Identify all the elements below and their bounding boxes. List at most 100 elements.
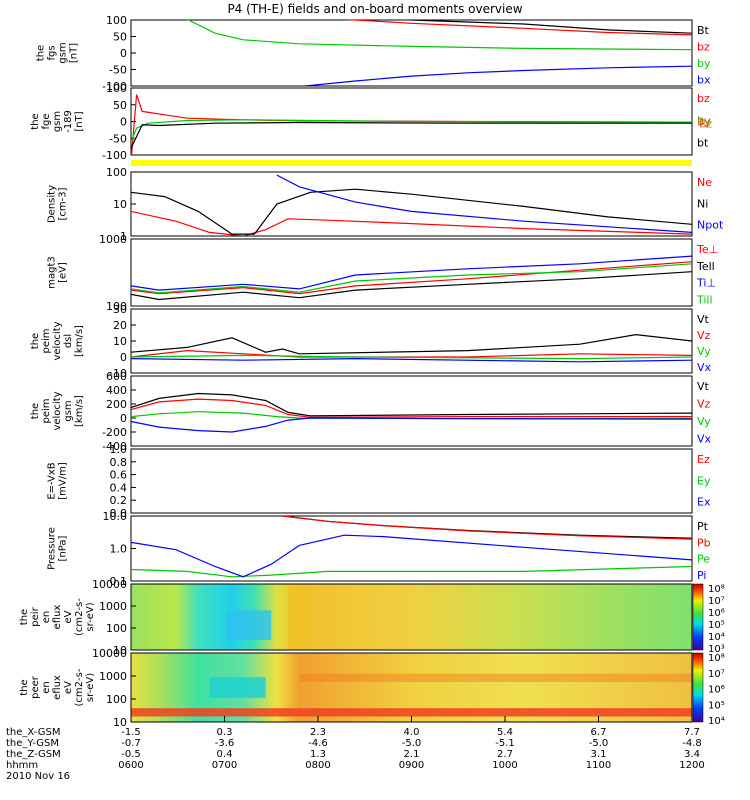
panel-frame bbox=[130, 375, 693, 447]
panel-frame bbox=[130, 448, 693, 514]
legend-label: Pi bbox=[697, 569, 706, 582]
x-tick-label-y: -5.0 bbox=[402, 738, 422, 749]
colorbar-tick-label: 10⁴ bbox=[708, 716, 725, 727]
colorbar bbox=[692, 583, 704, 651]
series-line-npot bbox=[276, 174, 692, 233]
y-tick-label: 100 bbox=[106, 300, 127, 313]
y-axis-label: en bbox=[41, 681, 52, 694]
y-axis-label: (cm2-s- bbox=[74, 668, 85, 706]
y-tick-label: -100 bbox=[102, 149, 127, 162]
series-line-ti bbox=[131, 255, 692, 291]
y-tick-label: -200 bbox=[102, 426, 127, 439]
series-line-ne bbox=[131, 210, 692, 236]
legend-label: Vy bbox=[697, 415, 711, 428]
legend-label: Te⊥ bbox=[696, 243, 718, 256]
y-tick-label: 10.0 bbox=[103, 510, 128, 523]
y-axis-label: en bbox=[41, 611, 52, 624]
y-tick-label: 1000 bbox=[99, 233, 127, 246]
x-tick-label-time: 0600 bbox=[118, 760, 143, 771]
y-tick-label: 10 bbox=[113, 644, 127, 657]
colorbar-tick-label: 10⁵ bbox=[708, 700, 725, 711]
y-axis-label: the bbox=[19, 609, 30, 625]
legend-label: Ex bbox=[697, 496, 711, 509]
series-line-tell bbox=[131, 271, 692, 301]
y-axis-label: the bbox=[30, 333, 41, 349]
y-tick-label: 1000 bbox=[99, 670, 127, 683]
legend-label: Till bbox=[696, 293, 713, 306]
x-tick-label-time: 0700 bbox=[212, 760, 237, 771]
spectrogram-fill bbox=[131, 584, 692, 650]
colorbar-tick-label: 10³ bbox=[708, 644, 725, 655]
series-line-by bbox=[131, 119, 692, 142]
x-tick-label-x: 0.3 bbox=[217, 727, 233, 738]
x-tick-label-x: -1.5 bbox=[121, 727, 141, 738]
y-axis-label: Pressure bbox=[47, 527, 58, 570]
colorbar-tick-label: 10⁸ bbox=[708, 584, 725, 595]
y-axis-label: sr-eV) bbox=[85, 673, 96, 702]
y-tick-label: 0.6 bbox=[110, 469, 128, 482]
y-axis-label: [km/s] bbox=[74, 395, 85, 427]
series-line-by bbox=[187, 20, 692, 51]
y-axis-label: dsl bbox=[63, 334, 74, 348]
y-axis-label: fgs bbox=[47, 45, 58, 60]
legend-label: Ne bbox=[697, 176, 712, 189]
x-tick-label-time: 1000 bbox=[492, 760, 517, 771]
y-axis-label: [nT] bbox=[74, 111, 85, 131]
legend-label: Ez bbox=[697, 453, 710, 466]
y-tick-label: -50 bbox=[109, 64, 127, 77]
legend-label: by bbox=[697, 114, 711, 127]
y-axis-label: the bbox=[19, 679, 30, 695]
series-line-bz bbox=[345, 20, 692, 36]
chart-title: P4 (TH-E) fields and on-board moments ov… bbox=[227, 2, 522, 16]
x-tick-label-x: 4.0 bbox=[404, 727, 420, 738]
x-tick-label-z: -0.5 bbox=[121, 749, 141, 760]
legend-label: Vt bbox=[697, 380, 710, 393]
y-axis-label: magt3 bbox=[47, 256, 58, 289]
y-tick-label: 20 bbox=[113, 319, 127, 332]
y-axis-label: -189 bbox=[63, 110, 74, 133]
spectrogram-band bbox=[299, 673, 692, 682]
panel-density: 100 10 1 Density [cm-3] Ne Ni Npot bbox=[47, 166, 724, 243]
legend-label: bz bbox=[697, 92, 710, 105]
x-row-label: the_Z-GSM bbox=[6, 749, 61, 760]
y-axis-label: E=-VxB bbox=[47, 462, 58, 499]
y-tick-label: -10 bbox=[109, 367, 127, 380]
series-line-pb bbox=[282, 516, 692, 540]
y-axis-label: [km/s] bbox=[74, 325, 85, 357]
y-axis-label: peim bbox=[41, 398, 52, 423]
y-tick-label: 600 bbox=[106, 370, 127, 383]
x-tick-label-x: 6.7 bbox=[591, 727, 607, 738]
colorbar-tick-label: 10⁶ bbox=[708, 608, 725, 619]
series-line-ni bbox=[131, 188, 692, 235]
y-axis-label: [mV/m] bbox=[58, 462, 69, 500]
y-axis-label: eV bbox=[63, 610, 74, 623]
y-tick-label: 1000 bbox=[99, 600, 127, 613]
y-tick-label: 1.0 bbox=[110, 543, 128, 556]
y-axis-label: [nT] bbox=[69, 43, 80, 63]
y-axis-label: the bbox=[30, 113, 41, 129]
legend-label: by bbox=[697, 57, 711, 70]
spectrogram-blob bbox=[226, 610, 272, 641]
legend-label: Ti⊥ bbox=[696, 277, 716, 290]
legend-label: Npot bbox=[697, 219, 724, 232]
y-tick-label: 10 bbox=[113, 335, 127, 348]
y-axis-label: gsm bbox=[58, 42, 69, 63]
y-axis-label: [nPa] bbox=[58, 535, 69, 561]
x-tick-label-z: 1.3 bbox=[310, 749, 326, 760]
legend-label: Pe bbox=[697, 553, 710, 566]
legend-label: Pt bbox=[697, 520, 709, 533]
y-axis-label: the bbox=[36, 45, 47, 61]
colorbar-tick-label: 10⁶ bbox=[708, 685, 725, 696]
y-axis-label: [cm-3] bbox=[58, 187, 69, 220]
y-tick-label: 100 bbox=[106, 693, 127, 706]
y-tick-label: 100 bbox=[106, 622, 127, 635]
series-line-till bbox=[131, 263, 692, 294]
y-tick-label: 0.1 bbox=[110, 575, 128, 588]
legend-label: Bz bbox=[699, 118, 713, 131]
colorbar-tick-label: 10⁸ bbox=[708, 653, 725, 664]
y-tick-label: 10000 bbox=[92, 647, 127, 660]
y-axis-label: (cm2-s- bbox=[74, 598, 85, 636]
y-axis-label: the bbox=[30, 403, 41, 419]
